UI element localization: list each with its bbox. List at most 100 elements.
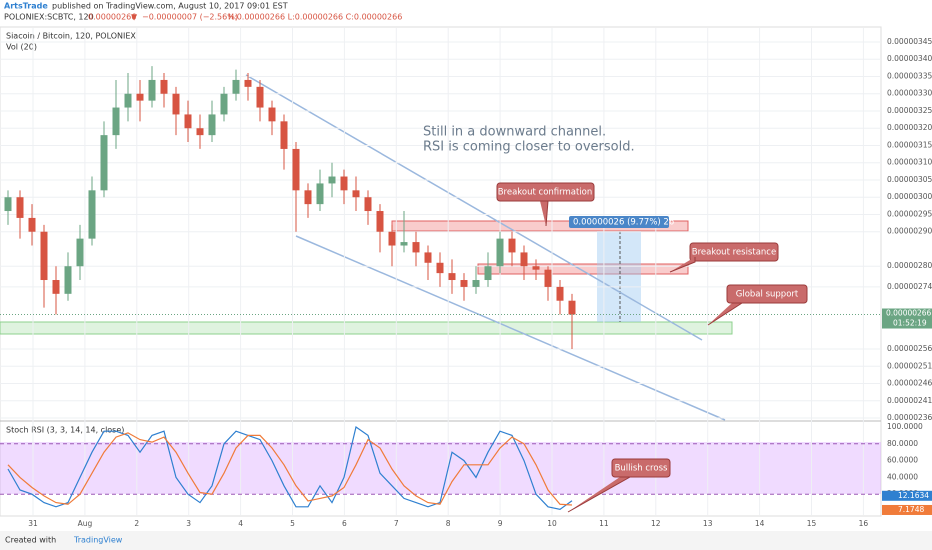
- candle-body: [424, 252, 432, 263]
- y-tick-label: 60.0000: [887, 456, 918, 465]
- candle-body: [172, 93, 180, 115]
- y-tick-label: 0.00000325: [887, 106, 932, 115]
- candle-body: [304, 190, 312, 205]
- candle-body: [88, 190, 96, 239]
- measure-label: 0.00000026 (9.77%) 26: [573, 218, 674, 228]
- y-tick-label: 100.0000: [887, 422, 923, 431]
- candle-body: [412, 242, 420, 253]
- rsi-title: Stoch RSI (3, 3, 14, 14, close): [6, 426, 124, 435]
- measure-label-bg: [569, 216, 669, 228]
- x-tick-label: 9: [498, 519, 503, 528]
- y-tick-label: 80.0000: [887, 439, 918, 448]
- y-tick-label: 0.00000300: [887, 192, 932, 201]
- y-tick-label: 0.00000280: [887, 261, 932, 270]
- candle-body: [484, 266, 492, 281]
- candle-body: [472, 280, 480, 287]
- candle-body: [76, 238, 84, 267]
- plot-frame: [0, 26, 882, 517]
- candle-body: [112, 107, 120, 136]
- x-tick-label: 15: [807, 519, 817, 528]
- candle-body: [532, 266, 540, 270]
- candle-body: [148, 79, 156, 101]
- candle-body: [316, 183, 324, 205]
- rsi-band: [0, 442, 881, 494]
- x-tick-label: 4: [238, 519, 243, 528]
- value-tag-label: 7.1748: [898, 505, 924, 514]
- y-tick-label: 0.00000251: [887, 361, 932, 370]
- candle-body: [292, 148, 300, 191]
- y-tick-label: 0.00000320: [887, 123, 932, 132]
- last-price-tag: [882, 308, 932, 329]
- candle-body: [256, 86, 264, 108]
- change: −0.00000007 (−2.56%): [142, 13, 238, 22]
- callout: [611, 458, 671, 478]
- candle-body: [352, 190, 360, 198]
- candle-body: [160, 79, 168, 94]
- candle-body: [196, 128, 204, 136]
- candle-body: [100, 135, 108, 191]
- y-tick-label: 0.00000335: [887, 71, 932, 80]
- note-1: Still in a downward channel.: [423, 125, 606, 140]
- y-tick-label: 0.00000290: [887, 227, 932, 236]
- candle-body: [268, 107, 276, 122]
- x-tick-label: 10: [547, 519, 557, 528]
- rsi-line: [7, 432, 573, 506]
- candle-body: [460, 280, 468, 287]
- x-tick-label: 16: [859, 519, 869, 528]
- author: ArtsTrade: [4, 2, 48, 11]
- candle-body: [232, 79, 240, 94]
- x-tick-label: 8: [446, 519, 451, 528]
- y-tick-label: 0.00000236: [887, 413, 932, 422]
- x-tick-label: 12: [651, 519, 661, 528]
- callout-tail: [567, 476, 632, 513]
- resistance-zone: [477, 263, 689, 275]
- y-tick-label: 0.00000315: [887, 140, 932, 149]
- callout-tail: [540, 200, 549, 227]
- candle-body: [508, 238, 516, 253]
- value-tag-label: 12.1634: [898, 491, 929, 500]
- candle-body: [16, 197, 24, 218]
- candle-body: [556, 286, 564, 301]
- symbol: POLONIEX:SCBTC, 120: [4, 13, 94, 22]
- y-tick-label: 40.0000: [887, 472, 918, 481]
- footer-bar: [0, 531, 932, 550]
- candle-body: [436, 262, 444, 274]
- y-tick-label: 0.00000305: [887, 175, 932, 184]
- candle-body: [448, 273, 456, 281]
- candle-body: [496, 238, 504, 267]
- channel-upper: [245, 74, 703, 341]
- x-tick-label: 11: [599, 519, 609, 528]
- candle-body: [544, 269, 552, 287]
- candle-body: [244, 79, 252, 87]
- y-tick-label: 0.00000310: [887, 158, 932, 167]
- callout-tail: [707, 302, 744, 326]
- candle-body: [28, 217, 36, 232]
- candle-body: [220, 93, 228, 115]
- y-tick-label: 0.00000340: [887, 54, 932, 63]
- y-tick-label: 0.00000345: [887, 37, 932, 46]
- candle-body: [124, 93, 132, 108]
- arrow: ▼: [131, 13, 138, 22]
- x-tick-label: 5: [290, 519, 295, 528]
- x-tick-label: 2: [134, 519, 139, 528]
- callout: [689, 242, 779, 262]
- candle-body: [388, 231, 396, 246]
- candle-body: [328, 176, 336, 184]
- footer-created: Created with: [5, 536, 56, 545]
- candle-body: [64, 266, 72, 294]
- candle-body: [208, 114, 216, 136]
- x-tick-label: 7: [394, 519, 399, 528]
- candle-body: [340, 176, 348, 191]
- y-tick-label: 0.00000274: [887, 282, 932, 291]
- callout-text: Bullish cross: [615, 464, 668, 474]
- value-tag: [882, 490, 932, 501]
- x-tick-label: 6: [342, 519, 347, 528]
- candle-body: [136, 93, 144, 101]
- callout-text: Global support: [736, 290, 799, 300]
- value-tag: [882, 504, 932, 515]
- countdown: 01:52:19: [893, 319, 927, 328]
- published: published on TradingView.com, August 10,…: [52, 2, 288, 11]
- x-tick-label: 31: [28, 519, 38, 528]
- note-2: RSI is coming closer to oversold.: [423, 140, 635, 155]
- y-tick-label: 0.00000330: [887, 89, 932, 98]
